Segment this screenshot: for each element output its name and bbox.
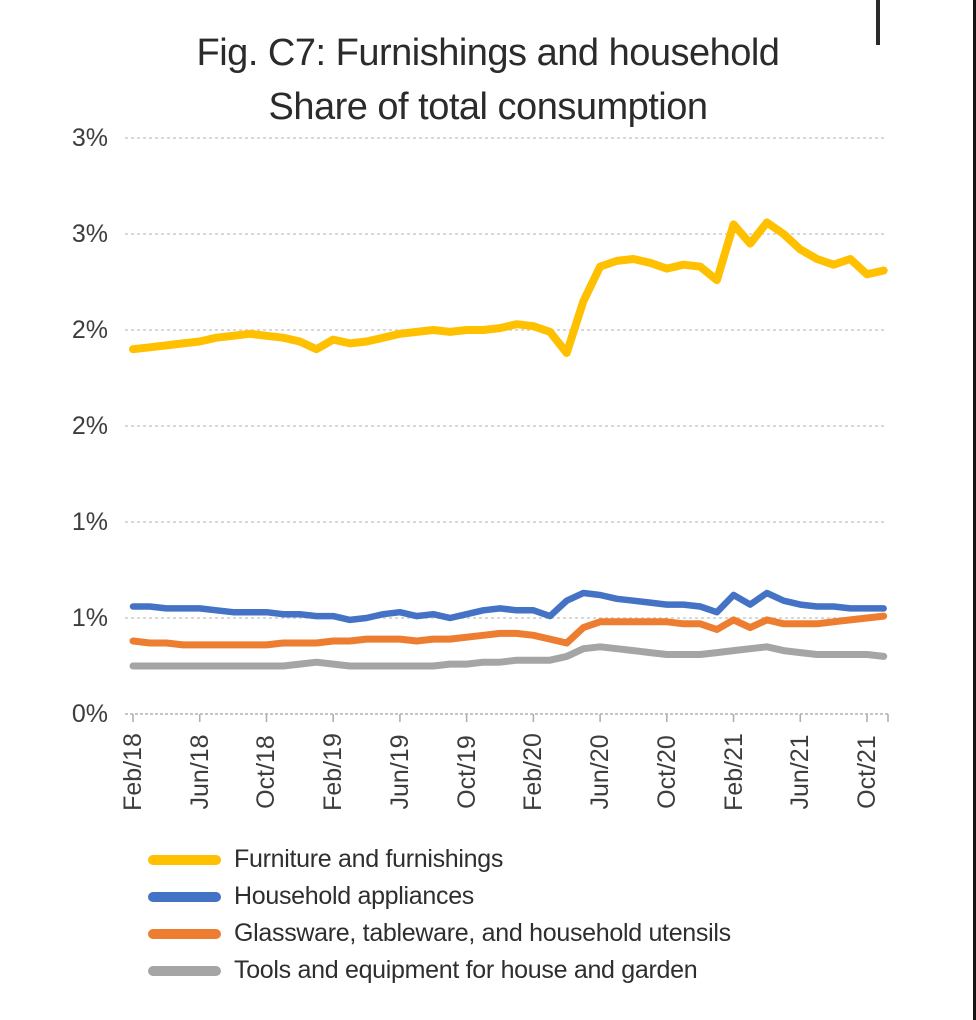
legend-item-glassware-tableware-and-household-utensils: Glassware, tableware, and household uten…: [148, 915, 731, 952]
y-tick-label: 3%: [71, 124, 108, 152]
x-tick-label: Feb/19: [318, 733, 347, 811]
x-tick-label: Feb/18: [118, 733, 147, 811]
series-line-furniture-and-furnishings: [129, 218, 888, 357]
document-border-fragment: [876, 0, 880, 45]
series-line-tools-and-equipment-for-house-and-garden: [129, 643, 888, 670]
legend-item-furniture-and-furnishings: Furniture and furnishings: [148, 841, 731, 878]
legend-label: Household appliances: [234, 882, 475, 910]
x-tick-label: Feb/20: [518, 733, 547, 811]
y-tick-label: 2%: [71, 412, 108, 440]
series-line-household-appliances: [129, 589, 887, 624]
legend-item-tools-and-equipment-for-house-and-garden: Tools and equipment for house and garden: [148, 952, 731, 989]
x-tick-label: Jun/20: [585, 734, 614, 810]
y-tick-label: 0%: [71, 700, 108, 728]
legend-swatch-icon: [148, 928, 221, 939]
legend-swatch-icon: [148, 891, 221, 902]
page-right-border: [973, 0, 976, 1020]
y-tick-label: 1%: [71, 508, 108, 536]
chart-title-line-2: Share of total consumption: [268, 86, 708, 128]
legend-label: Glassware, tableware, and household uten…: [234, 919, 731, 947]
legend-item-household-appliances: Household appliances: [148, 878, 731, 915]
chart-legend: Furniture and furnishings Household appli…: [148, 841, 731, 989]
x-tick-label: Jun/19: [385, 734, 414, 810]
y-tick-label: 2%: [71, 316, 108, 344]
x-tick-label: Oct/21: [852, 735, 881, 809]
y-tick-label: 3%: [71, 220, 108, 248]
x-tick-label: Oct/20: [652, 735, 681, 809]
legend-label: Furniture and furnishings: [234, 845, 504, 873]
y-tick-label: 1%: [71, 604, 108, 632]
x-tick-label: Oct/18: [251, 735, 280, 809]
x-tick-label: Oct/19: [452, 735, 481, 809]
series-line-glassware-tableware-and-household-utensils: [129, 612, 888, 649]
x-tick-label: Feb/21: [719, 733, 748, 811]
x-tick-label: Jun/21: [785, 734, 814, 810]
chart-title: Fig. C7: Furnishings and household Share…: [0, 26, 976, 134]
legend-swatch-icon: [148, 965, 221, 976]
legend-label: Tools and equipment for house and garden: [234, 956, 698, 984]
x-tick-label: Jun/18: [185, 734, 214, 810]
legend-swatch-icon: [148, 854, 221, 865]
chart-title-line-1: Fig. C7: Furnishings and household: [196, 32, 780, 74]
